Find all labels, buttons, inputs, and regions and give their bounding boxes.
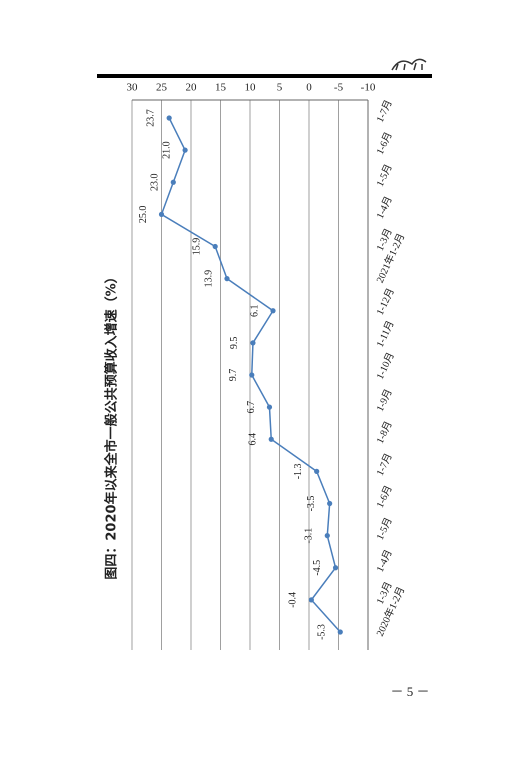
data-label: 6.7: [246, 401, 257, 414]
data-point: [212, 243, 218, 250]
y-tick-label: 15: [215, 82, 227, 94]
data-label: 6.1: [249, 305, 260, 318]
data-label: 9.5: [229, 337, 240, 350]
data-label: -3.5: [306, 496, 317, 512]
page-number: － 5 －: [390, 684, 429, 699]
data-label: 9.7: [228, 369, 239, 382]
data-point: [170, 179, 176, 185]
logo: [391, 58, 427, 71]
data-point: [166, 115, 172, 121]
y-tick-label: 30: [127, 82, 139, 94]
data-label: 13.9: [203, 270, 214, 288]
data-label: 23.0: [150, 174, 161, 192]
data-label: -3.1: [304, 528, 315, 544]
data-point: [268, 436, 274, 442]
data-point: [266, 404, 273, 410]
data-point: [324, 533, 330, 539]
data-point: [314, 468, 320, 474]
chart: 图四：2020年以来全市一般公共预算收入增速（%） -10 -5 0 5 10 15 20 25…: [104, 82, 407, 650]
data-point: [224, 276, 230, 282]
data-point: [249, 372, 255, 378]
y-tick-label: 10: [245, 82, 257, 94]
data-point: [158, 211, 165, 217]
data-label: 15.9: [191, 238, 202, 256]
data-label: -5.3: [317, 624, 328, 640]
y-tick-label: 25: [156, 82, 168, 94]
y-tick-label: 20: [186, 82, 198, 94]
data-point: [327, 500, 333, 507]
data-label: 25.0: [138, 206, 149, 224]
y-tick-label: -10: [361, 82, 376, 94]
data-point: [270, 308, 276, 314]
data-point: [337, 629, 343, 635]
data-label: -0.4: [288, 592, 299, 608]
y-tick-label: 0: [306, 82, 312, 94]
data-point: [250, 340, 256, 346]
data-label: -1.3: [293, 463, 304, 479]
y-tick-label: 5: [277, 82, 283, 94]
data-label: 6.4: [248, 433, 259, 446]
data-point: [182, 147, 188, 153]
data-point: [332, 565, 339, 571]
data-point: [308, 597, 314, 603]
data-label: 23.7: [145, 109, 156, 127]
chart-title: 图四：2020年以来全市一般公共预算收入增速（%）: [104, 270, 120, 579]
data-label: 21.0: [161, 141, 172, 159]
data-label: -4.5: [312, 560, 323, 576]
y-tick-label: -5: [334, 82, 344, 94]
